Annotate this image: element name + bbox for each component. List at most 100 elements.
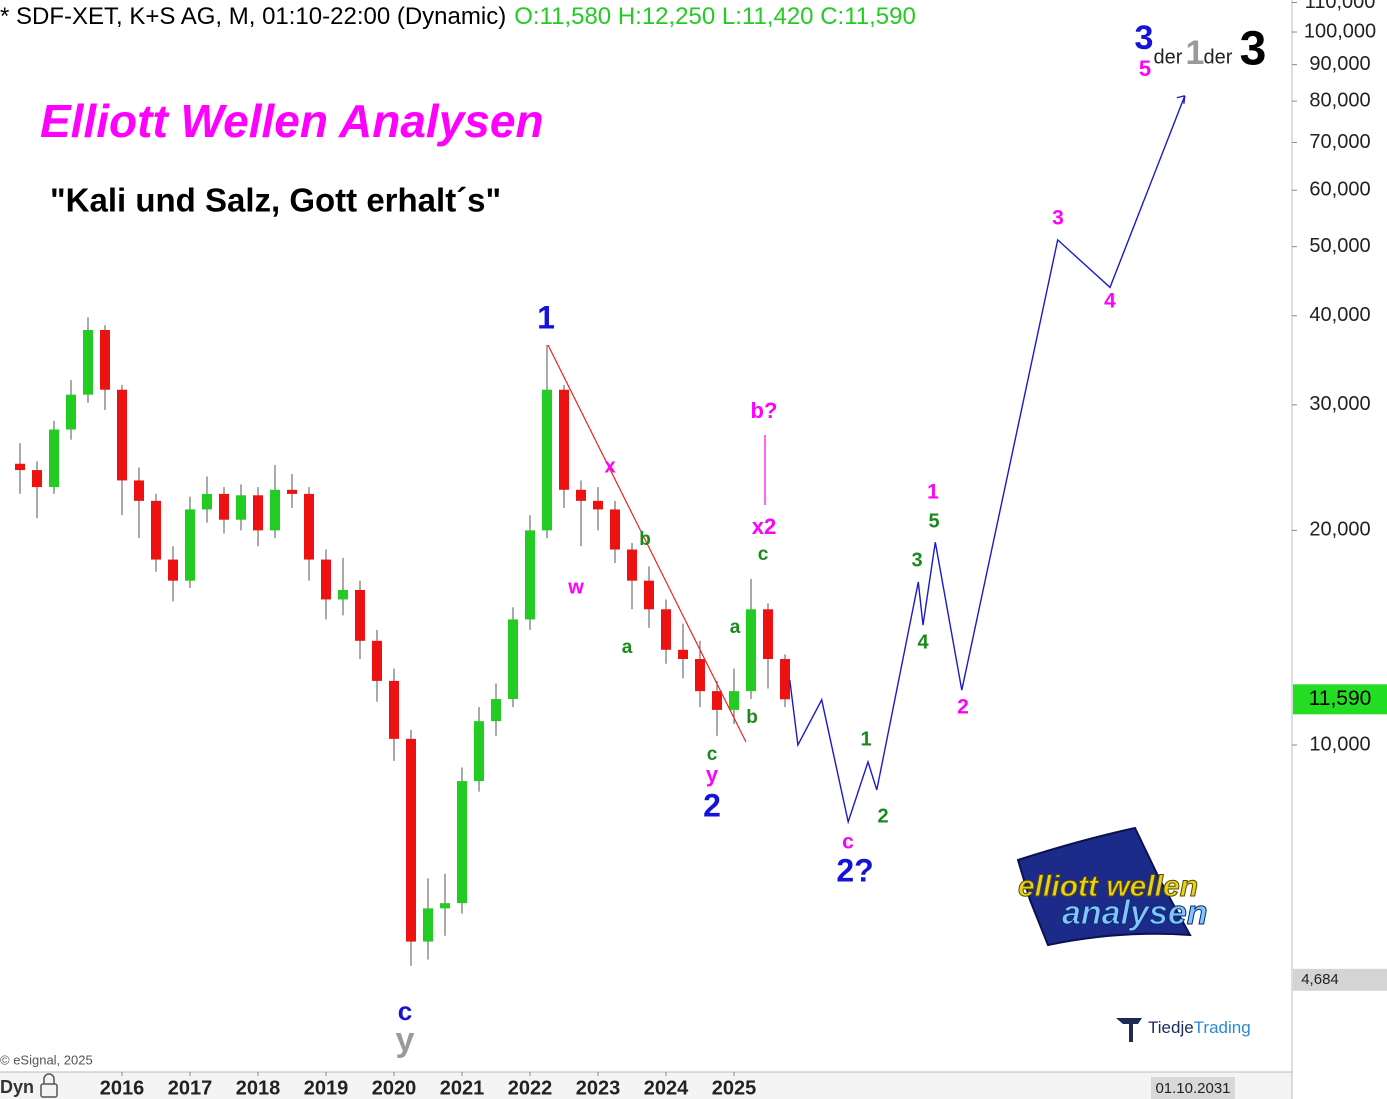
x-axis-band <box>0 1072 1292 1099</box>
x-tick-label: 2022 <box>508 1077 553 1099</box>
candle-body <box>82 330 93 395</box>
candle-body <box>490 699 501 722</box>
y-tick-label: 20,000 <box>1309 519 1370 541</box>
y-tick-label: 10,000 <box>1309 733 1370 755</box>
candle-body <box>609 509 620 550</box>
tiedje-text: TiedjeTrading <box>1148 1018 1251 1037</box>
candle-body <box>422 908 433 942</box>
candle-body <box>728 691 739 710</box>
wave-label: x <box>604 455 615 477</box>
x-marker-box <box>1150 1077 1235 1099</box>
y-tick-label: 50,000 <box>1309 235 1370 257</box>
x-tick-label: 2021 <box>440 1077 485 1099</box>
wave-label: w <box>567 576 584 598</box>
logo-bottom: analysen <box>1062 894 1208 932</box>
logo-top: elliott wellen <box>1018 870 1198 903</box>
y-tick-label: 60,000 <box>1309 178 1370 200</box>
low-marker-label: 4,684 <box>1301 971 1339 988</box>
candle-body <box>269 489 280 531</box>
wave-label: b <box>746 707 758 728</box>
candle-body <box>405 738 416 942</box>
x-tick-label: 2020 <box>372 1077 417 1099</box>
wave-label: 3 <box>1052 207 1064 230</box>
candle-body <box>626 549 637 581</box>
y-tick-label: 100,000 <box>1304 20 1376 42</box>
badge-text: 3 <box>1240 23 1267 76</box>
y-tick-label: 40,000 <box>1309 304 1370 326</box>
wave-label: b <box>639 529 651 550</box>
lock-icon <box>40 1073 58 1098</box>
symbol: * SDF-XET, K+S AG, M, 01:10-22:00 (Dynam… <box>0 3 506 30</box>
x-tick-label: 2023 <box>576 1077 621 1099</box>
x-tick-label: 2018 <box>236 1077 281 1099</box>
y-tick-label: 90,000 <box>1309 53 1370 75</box>
wave-label: 4 <box>917 631 929 653</box>
candle-body <box>167 559 178 581</box>
x-tick-label: 2025 <box>712 1077 757 1099</box>
candle-body <box>218 493 229 520</box>
x-tick-label: 2016 <box>100 1077 145 1099</box>
copyright: © eSignal, 2025 <box>0 1052 93 1067</box>
candle-body <box>31 470 42 488</box>
badge-text: 3 <box>1135 19 1154 57</box>
badge-text: der <box>1154 46 1183 68</box>
candle-body <box>541 389 552 531</box>
candle-body <box>592 500 603 510</box>
candle-body <box>456 781 467 904</box>
wave-label: 1 <box>927 481 939 504</box>
tiedje: Tiedje <box>1148 1018 1194 1037</box>
header: * SDF-XET, K+S AG, M, 01:10-22:00 (Dynam… <box>0 3 916 30</box>
candle-body <box>235 495 246 520</box>
trend-line <box>547 344 747 743</box>
wave-label: c <box>758 544 769 565</box>
y-tick-label: 80,000 <box>1309 89 1370 111</box>
candle-body <box>337 589 348 600</box>
trading: Trading <box>1194 1018 1251 1037</box>
forecast-line <box>789 95 1186 825</box>
elliott-logo: elliott wellen analysen <box>1016 826 1208 947</box>
candle-body <box>48 429 59 488</box>
wave-label: 2 <box>703 787 721 823</box>
candle-body <box>201 493 212 510</box>
last-price-box <box>1293 684 1387 715</box>
y-tick-label: 70,000 <box>1309 131 1370 153</box>
candle-body <box>762 609 773 660</box>
candle-body <box>184 509 195 581</box>
badge-text: 5 <box>1139 56 1151 81</box>
wave-label: x2 <box>752 514 776 539</box>
candle-body <box>388 680 399 739</box>
candle-body <box>286 489 297 494</box>
wave-label: c <box>398 996 412 1026</box>
title: Elliott Wellen Analysen <box>40 95 544 147</box>
wave-label: 1 <box>860 728 871 750</box>
wave-label: c <box>842 831 854 854</box>
tiedje-logo: TiedjeTrading <box>1116 1018 1251 1042</box>
candle-body <box>660 609 671 650</box>
wave-label: a <box>622 637 633 658</box>
badge-text: 1 <box>1186 34 1205 72</box>
wave-label: 2? <box>836 852 873 888</box>
candle-body <box>779 659 790 700</box>
last-price-label: 11,590 <box>1309 687 1372 710</box>
candle-body <box>354 589 365 641</box>
candle-body <box>473 721 484 782</box>
wave-label: 1 <box>537 299 555 335</box>
wave-label: 2 <box>957 696 969 719</box>
y-tick-label: 30,000 <box>1309 393 1370 415</box>
wave-label: 3 <box>911 549 922 571</box>
plot <box>14 317 790 966</box>
candle-body <box>371 640 382 681</box>
candle-body <box>14 463 25 471</box>
ohlc: O:11,580 H:12,250 L:11,420 C:11,590 <box>514 3 916 30</box>
x-tick-label: 2017 <box>168 1077 213 1099</box>
low-marker-box <box>1293 968 1387 991</box>
badge-text: der <box>1204 46 1233 68</box>
wave-label: y <box>396 1021 415 1059</box>
candle-body <box>303 493 314 560</box>
candle-body <box>65 394 76 430</box>
wave-label: b? <box>751 398 778 423</box>
wave-label: 4 <box>1104 290 1116 313</box>
candle-body <box>745 609 756 692</box>
